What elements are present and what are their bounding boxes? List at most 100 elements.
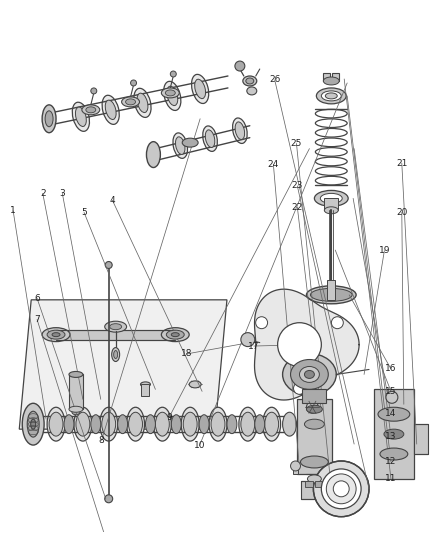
Circle shape — [333, 481, 349, 497]
Ellipse shape — [304, 419, 324, 429]
Text: 4: 4 — [110, 196, 115, 205]
Ellipse shape — [164, 82, 181, 110]
Text: 8: 8 — [99, 436, 104, 445]
Circle shape — [91, 88, 97, 94]
Ellipse shape — [102, 412, 116, 436]
Ellipse shape — [321, 91, 341, 101]
Ellipse shape — [127, 407, 145, 441]
Ellipse shape — [72, 102, 89, 131]
Ellipse shape — [265, 412, 279, 436]
Ellipse shape — [307, 405, 322, 413]
Text: 12: 12 — [385, 457, 396, 466]
Ellipse shape — [183, 412, 197, 436]
Ellipse shape — [146, 142, 160, 167]
Ellipse shape — [134, 88, 151, 117]
Ellipse shape — [171, 333, 179, 337]
Ellipse shape — [105, 321, 127, 332]
Ellipse shape — [378, 407, 410, 421]
Ellipse shape — [316, 88, 346, 104]
Ellipse shape — [153, 407, 171, 441]
Polygon shape — [19, 300, 227, 429]
Ellipse shape — [145, 415, 155, 434]
Bar — [69, 375, 83, 409]
Ellipse shape — [47, 407, 65, 441]
Ellipse shape — [118, 415, 127, 434]
Ellipse shape — [86, 107, 96, 113]
Ellipse shape — [171, 415, 181, 434]
Ellipse shape — [126, 99, 135, 105]
Ellipse shape — [255, 415, 265, 434]
Ellipse shape — [241, 412, 255, 436]
Text: 5: 5 — [81, 208, 87, 217]
Bar — [303, 389, 326, 403]
Ellipse shape — [246, 78, 254, 84]
Text: 26: 26 — [269, 75, 280, 84]
Ellipse shape — [100, 407, 118, 441]
Ellipse shape — [384, 429, 404, 439]
Ellipse shape — [75, 107, 86, 126]
Circle shape — [170, 71, 176, 77]
Bar — [332, 73, 339, 81]
Ellipse shape — [82, 105, 100, 115]
Circle shape — [293, 382, 305, 394]
Text: 16: 16 — [385, 365, 397, 373]
Bar — [374, 389, 414, 479]
Text: 23: 23 — [292, 181, 303, 190]
Ellipse shape — [311, 288, 352, 301]
Ellipse shape — [45, 111, 53, 127]
Circle shape — [386, 391, 398, 403]
Ellipse shape — [199, 415, 209, 434]
Text: 10: 10 — [194, 441, 205, 450]
Circle shape — [278, 322, 321, 367]
Ellipse shape — [72, 410, 80, 415]
Ellipse shape — [233, 118, 247, 143]
Ellipse shape — [129, 412, 142, 436]
Bar — [327, 280, 335, 300]
Bar — [141, 384, 149, 397]
Ellipse shape — [64, 415, 74, 434]
Text: 11: 11 — [385, 474, 397, 483]
Ellipse shape — [52, 333, 60, 337]
Ellipse shape — [112, 348, 120, 361]
Ellipse shape — [380, 448, 408, 460]
Text: 6: 6 — [34, 294, 40, 303]
Ellipse shape — [227, 415, 237, 434]
Circle shape — [326, 474, 356, 504]
Bar — [56, 330, 175, 340]
Ellipse shape — [307, 475, 321, 483]
Ellipse shape — [320, 193, 342, 203]
Ellipse shape — [189, 381, 201, 388]
Ellipse shape — [181, 407, 199, 441]
Ellipse shape — [76, 412, 90, 436]
Text: 24: 24 — [268, 160, 279, 169]
Circle shape — [290, 461, 300, 471]
Ellipse shape — [263, 407, 281, 441]
Text: 18: 18 — [180, 350, 192, 359]
Ellipse shape — [283, 353, 336, 395]
Ellipse shape — [191, 75, 209, 103]
Circle shape — [314, 461, 369, 516]
Ellipse shape — [235, 122, 244, 140]
Ellipse shape — [141, 382, 150, 387]
Text: 7: 7 — [34, 315, 40, 324]
Ellipse shape — [173, 133, 187, 158]
Text: 20: 20 — [396, 208, 407, 217]
Bar — [323, 73, 330, 81]
Circle shape — [307, 401, 318, 413]
Ellipse shape — [176, 137, 185, 155]
Ellipse shape — [283, 412, 297, 436]
Ellipse shape — [165, 90, 175, 96]
Ellipse shape — [239, 407, 257, 441]
Bar — [305, 481, 314, 487]
Bar — [297, 399, 332, 474]
Ellipse shape — [182, 138, 198, 147]
Circle shape — [241, 333, 255, 346]
Ellipse shape — [314, 190, 348, 206]
Ellipse shape — [105, 100, 116, 119]
Ellipse shape — [324, 207, 338, 214]
Ellipse shape — [243, 76, 257, 86]
Text: 14: 14 — [385, 409, 396, 418]
Text: 21: 21 — [396, 159, 407, 167]
Ellipse shape — [122, 97, 140, 107]
Ellipse shape — [49, 412, 63, 436]
